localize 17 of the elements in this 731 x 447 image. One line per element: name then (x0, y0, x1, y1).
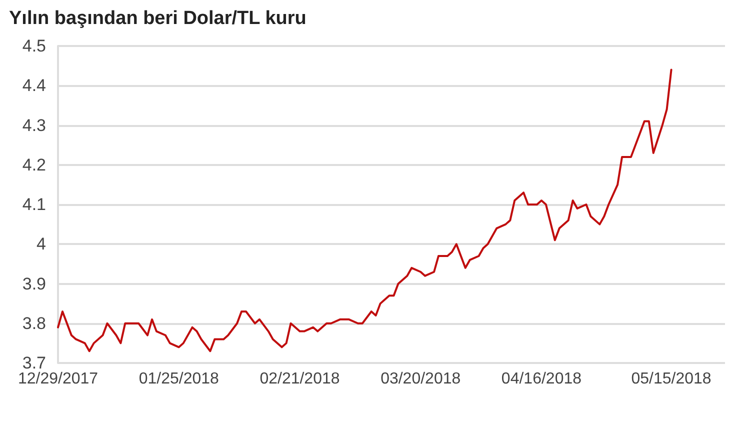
y-tick-label: 4.4 (22, 76, 46, 96)
y-tick-label: 4 (36, 234, 46, 254)
x-tick-label: 02/21/2018 (260, 370, 340, 388)
y-tick-label: 3.8 (22, 314, 46, 333)
chart-title: Yılın başından beri Dolar/TL kuru (9, 8, 306, 29)
x-tick-label: 04/16/2018 (501, 370, 582, 388)
y-tick-label: 4.3 (22, 116, 46, 135)
y-tick-label: 3.9 (22, 274, 46, 294)
line-series (57, 68, 672, 352)
y-tick-label: 4.5 (22, 36, 46, 56)
y-tick-label: 4.2 (22, 155, 46, 174)
x-tick-label: 01/25/2018 (138, 370, 220, 388)
x-tick-label: 05/15/2018 (631, 370, 712, 388)
y-tick-label: 3.7 (22, 354, 46, 372)
y-tick-label: 4.1 (22, 195, 46, 214)
x-tick-label: 12/29/2017 (18, 370, 98, 388)
x-tick-label: 03/20/2018 (380, 370, 461, 388)
